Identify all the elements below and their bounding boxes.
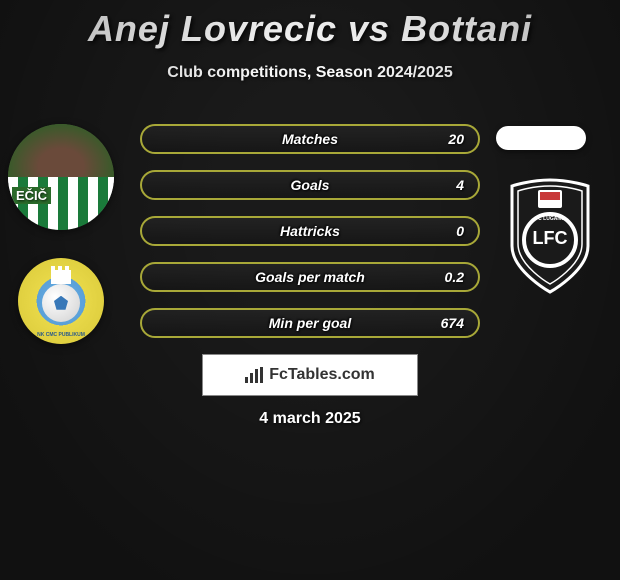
stat-row-hattricks: Hattricks 0 xyxy=(140,216,480,246)
stat-label: Goals xyxy=(291,177,330,193)
club-left-badge: NK CMC PUBLIKUM xyxy=(18,258,104,344)
stat-value-right: 674 xyxy=(441,315,464,331)
stats-list: Matches 20 Goals 4 Hattricks 0 Goals per… xyxy=(140,124,480,354)
stat-value-right: 0.2 xyxy=(445,269,464,285)
club-left-name: NK CMC PUBLIKUM xyxy=(37,332,85,338)
stat-label: Matches xyxy=(282,131,338,147)
comparison-card: Anej Lovrecic vs Bottani Club competitio… xyxy=(0,0,620,580)
svg-text:LFC: LFC xyxy=(533,228,568,248)
club-left-shield: NK CMC PUBLIKUM xyxy=(18,258,104,344)
branding-text: FcTables.com xyxy=(269,366,375,384)
stat-row-goals-per-match: Goals per match 0.2 xyxy=(140,262,480,292)
castle-icon xyxy=(51,270,71,284)
comparison-date: 4 march 2025 xyxy=(259,410,360,428)
comparison-title: Anej Lovrecic vs Bottani xyxy=(0,0,620,50)
stat-row-matches: Matches 20 xyxy=(140,124,480,154)
stat-value-right: 20 xyxy=(448,131,464,147)
stat-row-min-per-goal: Min per goal 674 xyxy=(140,308,480,338)
stat-label: Hattricks xyxy=(280,223,340,239)
stat-label: Goals per match xyxy=(255,269,365,285)
stat-label: Min per goal xyxy=(269,315,351,331)
club-right-shield: LFC FC LUGANO xyxy=(500,176,600,296)
branding-box[interactable]: FcTables.com xyxy=(202,354,418,396)
stat-row-goals: Goals 4 xyxy=(140,170,480,200)
bar-chart-icon xyxy=(245,367,263,383)
player-left-avatar: EČIČ xyxy=(8,124,114,230)
soccer-ball-icon xyxy=(42,284,80,322)
stat-value-right: 4 xyxy=(456,177,464,193)
club-right-badge: LFC FC LUGANO xyxy=(500,176,600,296)
comparison-subtitle: Club competitions, Season 2024/2025 xyxy=(0,64,620,82)
stat-value-right: 0 xyxy=(456,223,464,239)
svg-text:FC LUGANO: FC LUGANO xyxy=(535,216,565,222)
player-right-avatar-placeholder xyxy=(496,126,586,150)
player-left-name-fragment: EČIČ xyxy=(12,187,51,204)
